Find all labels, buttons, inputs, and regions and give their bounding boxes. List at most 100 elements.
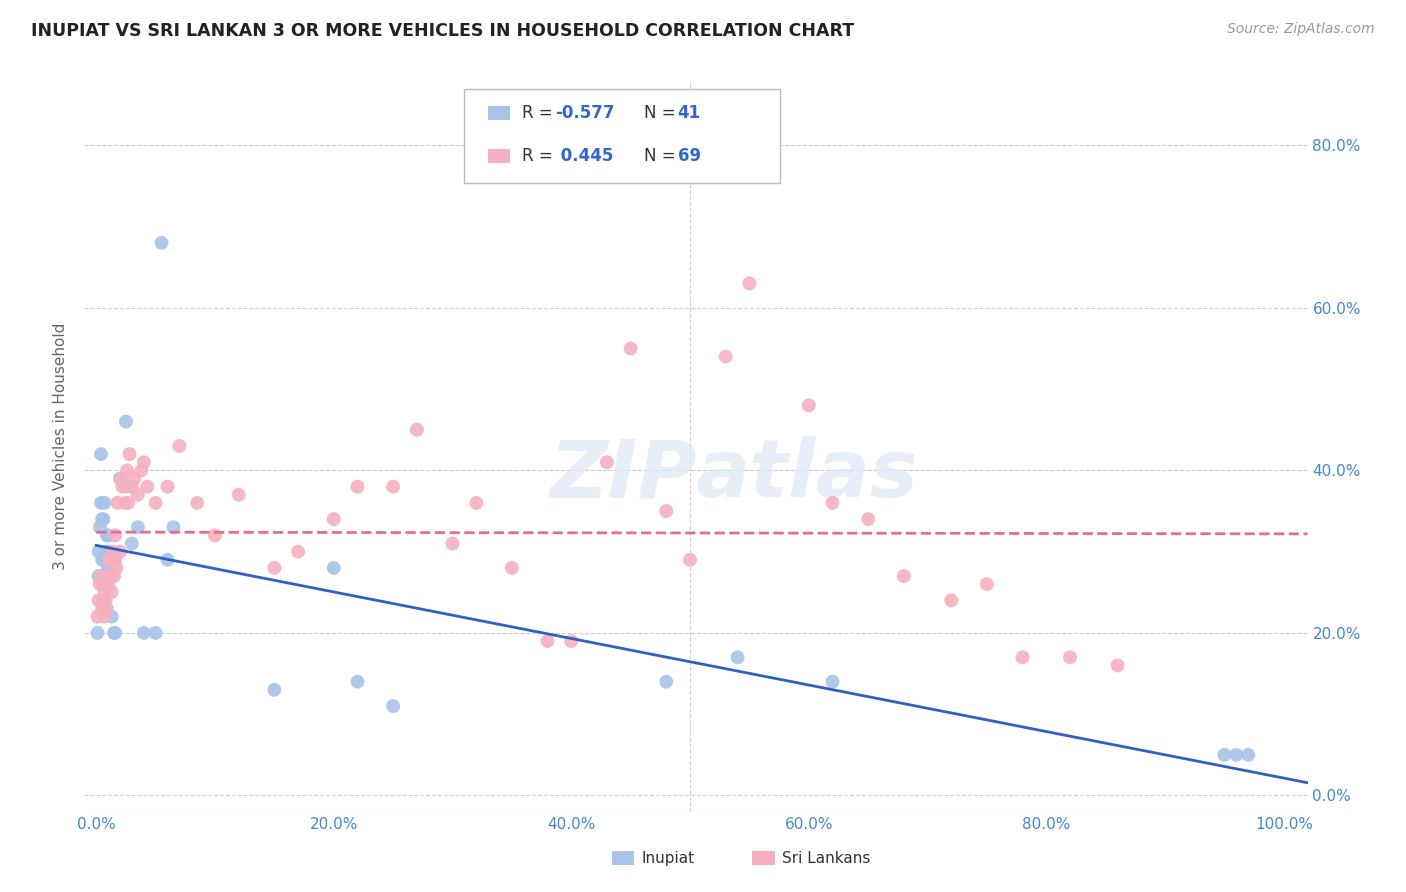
Point	[100, 585, 122, 599]
Point	[536, 634, 558, 648]
Point	[1107, 658, 1129, 673]
Point	[94, 593, 117, 607]
Text: atlas: atlas	[696, 436, 918, 515]
Point	[121, 480, 143, 494]
Point	[93, 496, 115, 510]
Point	[91, 577, 114, 591]
Text: INUPIAT VS SRI LANKAN 3 OR MORE VEHICLES IN HOUSEHOLD CORRELATION CHART: INUPIAT VS SRI LANKAN 3 OR MORE VEHICLES…	[31, 22, 853, 40]
Point	[145, 626, 167, 640]
Point	[118, 447, 141, 461]
Point	[127, 488, 149, 502]
Point	[93, 553, 115, 567]
Point	[103, 553, 125, 567]
Point	[287, 544, 309, 558]
Point	[560, 634, 582, 648]
Point	[976, 577, 998, 591]
Point	[104, 626, 127, 640]
Y-axis label: 3 or more Vehicles in Household: 3 or more Vehicles in Household	[53, 322, 69, 570]
Point	[93, 609, 115, 624]
Point	[108, 544, 131, 558]
Point	[136, 480, 159, 494]
Point	[156, 553, 179, 567]
Point	[893, 569, 915, 583]
Point	[186, 496, 208, 510]
Point	[91, 601, 114, 615]
Point	[620, 342, 643, 356]
Point	[679, 553, 702, 567]
Point	[104, 553, 127, 567]
Point	[162, 520, 184, 534]
Point	[98, 569, 121, 583]
Text: R =: R =	[522, 147, 558, 165]
Point	[156, 480, 179, 494]
Point	[98, 553, 121, 567]
Text: 0.445: 0.445	[555, 147, 614, 165]
Point	[263, 682, 285, 697]
Point	[97, 528, 120, 542]
Text: 69: 69	[678, 147, 700, 165]
Point	[89, 520, 111, 534]
Point	[93, 585, 115, 599]
Point	[104, 528, 127, 542]
Point	[132, 455, 155, 469]
Point	[100, 569, 122, 583]
Point	[121, 536, 143, 550]
Point	[103, 569, 125, 583]
Point	[228, 488, 250, 502]
Point	[655, 504, 678, 518]
Point	[97, 544, 120, 558]
Point	[115, 463, 138, 477]
Text: Sri Lankans: Sri Lankans	[782, 851, 870, 865]
Text: -0.577: -0.577	[555, 104, 614, 122]
Text: N =: N =	[644, 104, 681, 122]
Point	[108, 471, 131, 485]
Point	[117, 496, 139, 510]
Point	[204, 528, 226, 542]
Point	[96, 528, 118, 542]
Point	[131, 463, 153, 477]
Point	[150, 235, 173, 250]
Point	[169, 439, 191, 453]
Point	[86, 626, 108, 640]
Point	[90, 496, 112, 510]
Point	[98, 561, 121, 575]
Point	[501, 561, 523, 575]
Point	[263, 561, 285, 575]
Point	[100, 569, 122, 583]
Point	[115, 480, 138, 494]
Text: Inupiat: Inupiat	[641, 851, 695, 865]
Point	[93, 593, 115, 607]
Point	[87, 593, 110, 607]
Point	[127, 520, 149, 534]
Point	[103, 626, 125, 640]
Point	[1225, 747, 1247, 762]
Text: R =: R =	[522, 104, 558, 122]
Point	[346, 480, 368, 494]
Point	[727, 650, 749, 665]
Point	[596, 455, 619, 469]
Point	[465, 496, 488, 510]
Point	[90, 447, 112, 461]
Point	[322, 561, 344, 575]
Point	[100, 609, 122, 624]
Text: 41: 41	[678, 104, 700, 122]
Point	[655, 674, 678, 689]
Point	[145, 496, 167, 510]
Point	[132, 626, 155, 640]
Point	[87, 544, 110, 558]
Point	[115, 415, 138, 429]
Text: N =: N =	[644, 147, 681, 165]
Text: Source: ZipAtlas.com: Source: ZipAtlas.com	[1227, 22, 1375, 37]
Point	[1011, 650, 1033, 665]
Point	[111, 480, 134, 494]
Point	[941, 593, 963, 607]
Point	[797, 398, 820, 412]
Point	[122, 471, 145, 485]
Point	[91, 553, 114, 567]
Point	[87, 569, 110, 583]
Point	[90, 569, 112, 583]
Point	[1059, 650, 1081, 665]
Point	[738, 277, 761, 291]
Point	[97, 561, 120, 575]
Point	[821, 674, 844, 689]
